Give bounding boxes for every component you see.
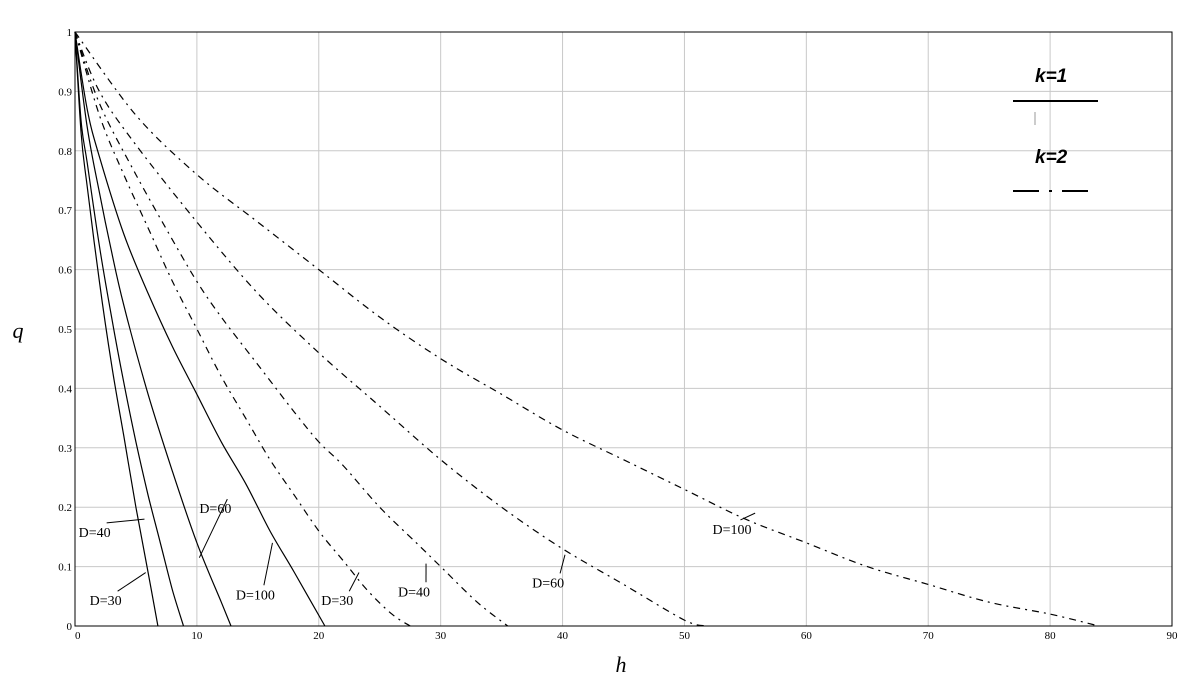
curve-labels: D=30 D=40 D=60 D=100 D=30 D=40 D=60 D=100: [79, 498, 756, 609]
x-tick-label: 50: [679, 630, 691, 642]
x-tick-label: 0: [75, 630, 81, 642]
curve-label-k1-d60: D=60: [199, 502, 231, 517]
x-tick-label: 10: [191, 630, 203, 642]
y-tick-label: 0.9: [58, 86, 72, 98]
curves: [74, 31, 1100, 627]
curve-label-k1-d100: D=100: [236, 588, 275, 603]
tick-labels: 0 10 20 30 40 50 60 70 80 90 0 0.1 0.2 0.3 0.4 0.5 0.6 0.…: [58, 27, 1178, 642]
y-tick-label: 0.1: [58, 562, 72, 574]
y-tick-label: 0.7: [58, 205, 72, 217]
curve-k1-d100: [74, 31, 326, 627]
curve-k1-d30: [74, 31, 159, 627]
y-tick-label: 1: [67, 27, 73, 39]
label-leader-line: [117, 572, 146, 592]
legend: k=1 k=2: [1013, 66, 1098, 192]
x-tick-label: 30: [435, 630, 447, 642]
y-tick-label: 0.4: [58, 383, 72, 395]
curve-label-k2-d30: D=30: [321, 594, 353, 609]
curve-k1-d40: [74, 31, 185, 627]
label-leader-line: [198, 498, 228, 558]
x-tick-label: 80: [1045, 630, 1057, 642]
label-leader-line: [559, 554, 566, 574]
x-tick-label: 70: [923, 630, 935, 642]
curve-label-k2-d40: D=40: [398, 585, 430, 600]
curve-label-k2-d60: D=60: [532, 576, 564, 591]
curve-label-k1-d40: D=40: [79, 526, 111, 541]
x-axis-label: h: [616, 652, 627, 677]
label-leader-line: [106, 518, 145, 524]
y-tick-label: 0.3: [58, 443, 72, 455]
grid: [75, 32, 1172, 626]
curve-k2-d40: [74, 31, 509, 627]
curve-k1-d60: [74, 31, 232, 627]
curve-k2-d60: [74, 31, 707, 627]
y-tick-label: 0.8: [58, 146, 72, 158]
label-leader-line: [740, 512, 756, 521]
y-tick-label: 0.5: [58, 324, 72, 336]
x-tick-label: 60: [801, 630, 813, 642]
label-leader-line: [263, 542, 273, 586]
curve-k2-d100: [74, 31, 1100, 627]
y-axis-label: q: [13, 318, 24, 343]
y-tick-label: 0.6: [58, 265, 72, 277]
y-tick-label: 0.2: [58, 502, 72, 514]
curve-label-k2-d100: D=100: [712, 523, 751, 538]
legend-label-k2: k=2: [1035, 147, 1068, 168]
label-leader-line: [348, 572, 360, 592]
x-tick-label: 90: [1167, 630, 1179, 642]
y-tick-label: 0: [67, 621, 73, 633]
x-tick-label: 40: [557, 630, 569, 642]
legend-label-k1: k=1: [1035, 66, 1067, 87]
x-tick-label: 20: [313, 630, 325, 642]
plot-frame: [74, 31, 1173, 627]
curve-k2-d30: [74, 31, 411, 627]
curve-label-k1-d30: D=30: [90, 594, 122, 609]
